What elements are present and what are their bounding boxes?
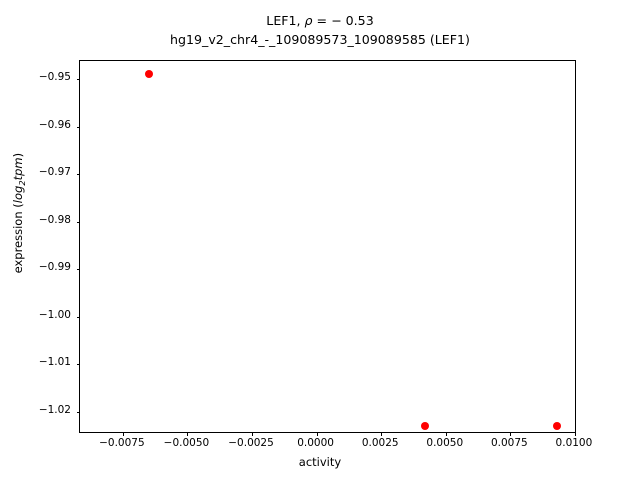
x-axis-tick-label: −0.0050 — [163, 437, 210, 449]
chart-title: LEF1, ρ = − 0.53 hg19_v2_chr4_-_10908957… — [0, 11, 640, 49]
x-axis-tick-label: −0.0075 — [99, 437, 145, 449]
x-axis-tick-label: 0.0100 — [555, 437, 593, 449]
y-axis-tick — [76, 269, 80, 271]
x-axis-tick — [510, 432, 512, 436]
y-axis-tick — [76, 79, 80, 81]
y-axis-label-log: log — [10, 185, 25, 204]
y-axis-tick — [76, 316, 80, 318]
x-axis-tick-label: 0.0050 — [426, 437, 464, 449]
x-axis-tick-label: 0.0025 — [361, 437, 399, 449]
y-axis-tick — [76, 174, 80, 176]
chart-title-line-1: LEF1, ρ = − 0.53 — [0, 11, 640, 30]
y-axis-label-math: log2tpm — [10, 157, 28, 204]
x-axis-tick — [316, 432, 318, 436]
y-axis-label-prefix: expression ( — [10, 203, 25, 274]
plot-data-area — [80, 61, 575, 432]
x-axis-tick — [445, 432, 447, 436]
x-axis-label: activity — [298, 455, 342, 469]
scatter-point — [552, 421, 561, 430]
title-rho-value: = − 0.53 — [312, 13, 374, 28]
x-axis-tick — [574, 432, 576, 436]
y-axis-tick — [76, 364, 80, 366]
y-axis-tick — [76, 411, 80, 413]
scatter-point — [144, 70, 153, 79]
y-axis-label-suffix: ) — [10, 152, 25, 158]
x-axis-tick-label: 0.0000 — [297, 437, 334, 449]
y-axis-tick — [76, 221, 80, 223]
y-axis-label-base: 2 — [17, 180, 28, 186]
x-axis-tick — [252, 432, 254, 436]
x-axis-tick — [122, 432, 124, 436]
plot-axes — [76, 60, 576, 436]
title-gene-rho-prefix: LEF1, — [266, 13, 305, 28]
rho-symbol: ρ — [304, 13, 313, 28]
scatter-point — [421, 421, 430, 430]
x-axis-tick-label: 0.0075 — [490, 437, 528, 449]
y-axis-label-tpm: tpm — [10, 157, 25, 181]
y-axis-tick — [76, 126, 80, 128]
x-axis-tick — [187, 432, 189, 436]
y-axis-label: expression (log2tpm) — [11, 103, 27, 323]
x-axis-tick — [381, 432, 383, 436]
x-axis-tick-label: −0.0025 — [228, 437, 274, 449]
chart-title-line-2: hg19_v2_chr4_-_109089573_109089585 (LEF1… — [170, 32, 470, 47]
